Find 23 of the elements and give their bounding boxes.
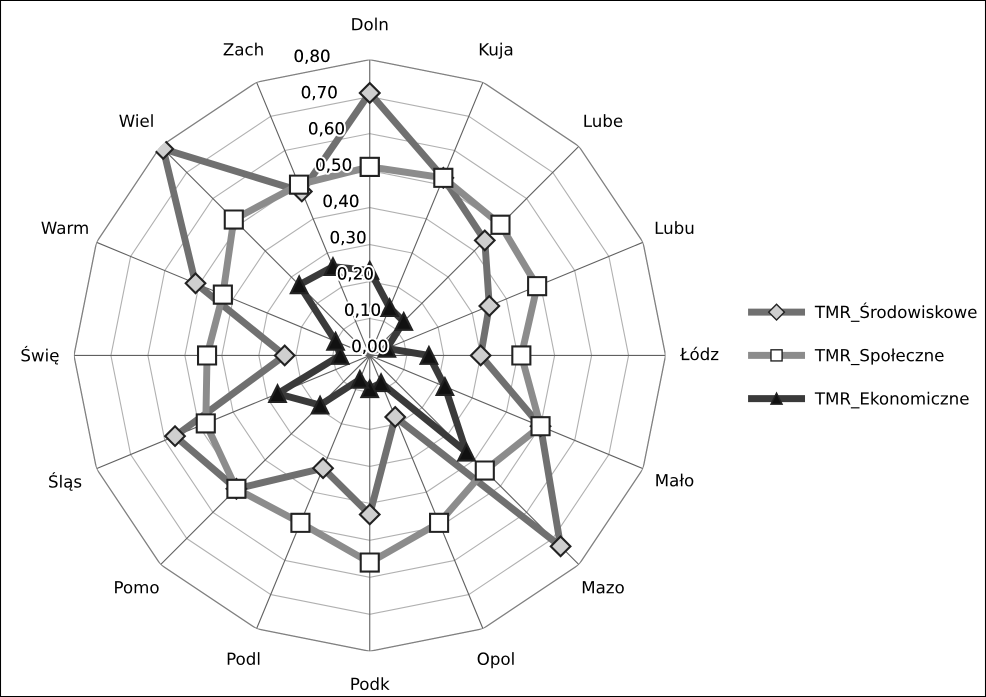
spoke-label: Świę — [21, 346, 59, 365]
y-tick-label: 0,70 — [302, 86, 337, 100]
spoke-label: Lube — [584, 114, 622, 128]
spoke-label: Kuja — [480, 42, 512, 59]
spoke-label: Podl — [228, 652, 260, 666]
y-tick-label: 0,40 — [323, 194, 358, 209]
spoke-label: Mazo — [582, 581, 624, 594]
spoke-label: Doln — [352, 18, 388, 30]
legend-label: TMR_Społeczne — [814, 348, 944, 366]
spoke-label: Warm — [41, 222, 88, 234]
spoke-label: Łódz — [680, 346, 718, 360]
spoke-label: Wiel — [119, 114, 153, 128]
spoke-label: Podk — [351, 677, 390, 690]
spoke-label: Lubu — [656, 221, 694, 234]
legend-label: TMR_Środowiskowe — [814, 302, 977, 322]
spoke-label: Śląs — [49, 472, 82, 491]
spoke-label: Opol — [478, 652, 514, 668]
y-tick-label: 0,30 — [330, 230, 366, 246]
spoke-label: Zach — [224, 42, 263, 56]
spoke-label: Pomo — [115, 581, 159, 594]
y-tick-label: 0,80 — [294, 50, 330, 64]
spoke-label: Mało — [656, 474, 694, 487]
legend-label: TMR_Ekonomiczne — [814, 392, 969, 408]
